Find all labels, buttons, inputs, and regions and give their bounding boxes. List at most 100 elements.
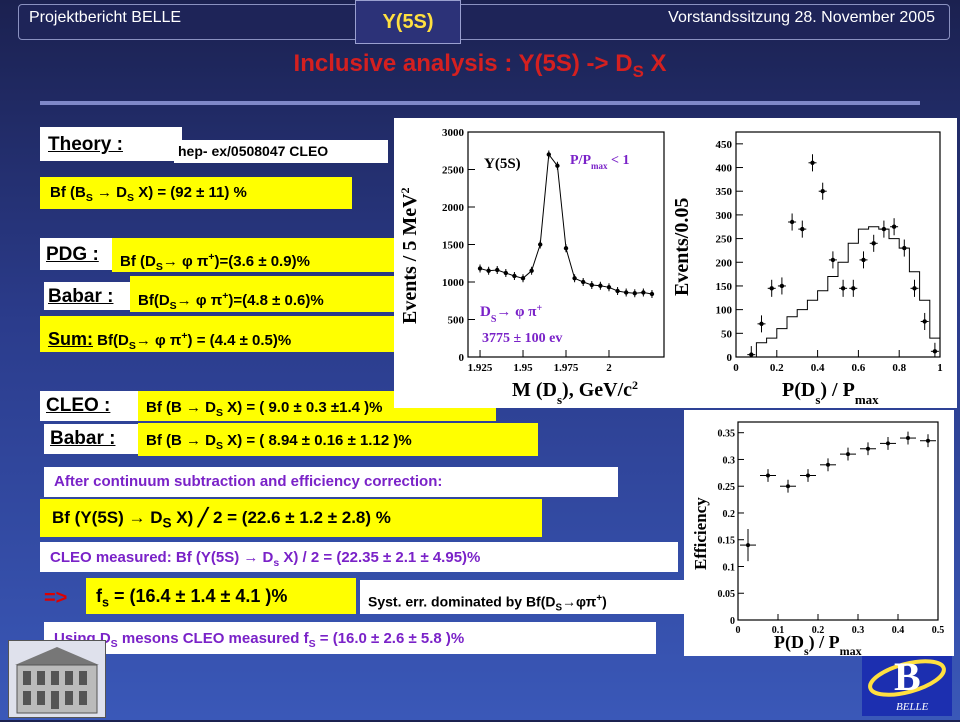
mass-xtick-label: 1.925 (468, 362, 493, 374)
efficiency-ytick-label: 0.25 (718, 482, 736, 493)
divider (40, 101, 920, 105)
fs-result: fs = (16.4 ± 1.4 ± 4.1 )% (86, 578, 356, 614)
momentum-point (851, 286, 856, 291)
mass-annotation-channel: DS→ φ π+ (480, 303, 542, 325)
momentum-xtick-label: 0 (733, 362, 739, 374)
momentum-ytick-label: 100 (716, 305, 733, 317)
efficiency-ytick-label: 0.05 (718, 589, 736, 600)
mass-and-momentum-plots: Events / 5 MeV2 M (Ds), GeV/c2 Y(5S) P/P… (398, 127, 943, 407)
mass-point (512, 273, 517, 279)
mass-ytick-label: 2000 (442, 202, 465, 214)
pdg-label: PDG : (40, 238, 124, 270)
efficiency-point (866, 446, 870, 451)
mass-ytick-label: 1500 (442, 240, 465, 252)
momentum-point (749, 352, 754, 357)
efficiency-point (926, 438, 930, 443)
mass-point (538, 242, 543, 247)
belle-logo: B BELLE (862, 644, 952, 716)
mass-point (555, 163, 560, 168)
mass-ytick-label: 1000 (442, 277, 465, 289)
mass-point (641, 290, 646, 295)
mass-xlabel: M (Ds), GeV/c2 (512, 378, 638, 407)
cleo-measured: CLEO measured: Bf (Y(5S) → Ds X) / 2 = (… (40, 542, 678, 572)
momentum-xtick-label: 0.8 (892, 362, 906, 374)
mass-point (589, 282, 594, 288)
momentum-point (912, 286, 917, 291)
syst-note: Syst. err. dominated by Bf(DS→φπ+) (360, 580, 694, 614)
mass-point (495, 267, 500, 273)
sum-bf: Sum: Bf(DS→ φ π+) = (4.4 ± 0.5)% (40, 316, 406, 352)
efficiency-ylabel: Efficiency (691, 497, 710, 570)
momentum-point (789, 219, 795, 225)
momentum-point (902, 245, 907, 251)
momentum-xtick-label: 0.6 (852, 362, 866, 374)
momentum-point (922, 319, 927, 324)
momentum-point (820, 189, 825, 194)
momentum-ytick-label: 200 (716, 257, 733, 269)
momentum-point (840, 286, 846, 291)
momentum-point (800, 226, 805, 232)
efficiency-xtick-label: 0.5 (932, 625, 945, 636)
header-bar: Projektbericht BELLE Vorstandssitzung 28… (18, 4, 950, 40)
mass-point (615, 288, 620, 294)
header-tab[interactable]: Y(5S) (355, 0, 461, 44)
efficiency-ytick-label: 0.15 (718, 536, 736, 547)
momentum-plot-frame (735, 131, 941, 358)
babar-label-2: Babar : (44, 424, 142, 454)
mass-point (477, 266, 483, 271)
momentum-point (881, 226, 887, 232)
mass-point (520, 276, 526, 281)
momentum-ytick-label: 150 (716, 281, 733, 293)
mass-xtick-label: 2 (606, 362, 612, 374)
efficiency-point (786, 484, 790, 489)
mass-point (649, 291, 655, 297)
implies-arrow: => (44, 587, 68, 609)
momentum-ytick-label: 250 (716, 234, 733, 246)
momentum-point (830, 257, 836, 263)
header-left: Projektbericht BELLE (29, 9, 182, 26)
efficiency-xtick-label: 0.2 (812, 625, 825, 636)
page-title: Inclusive analysis : Y(5S) -> DS X (293, 50, 667, 81)
momentum-ytick-label: 0 (727, 352, 733, 364)
theory-bf: Bf (BS → DS X) = (92 ± 11) % (40, 177, 352, 209)
momentum-point (891, 224, 897, 229)
mass-ylabel: Events / 5 MeV2 (398, 187, 421, 324)
momentum-point (779, 283, 785, 289)
efficiency-ytick-label: 0.35 (718, 429, 736, 440)
momentum-ytick-label: 300 (716, 210, 733, 222)
pdg-bf: Bf (DS→ φ π+)=(3.6 ± 0.9)% (112, 238, 412, 273)
efficiency-xtick-label: 0.3 (852, 625, 865, 636)
header-right: Vorstandssitzung 28. November 2005 (668, 9, 935, 26)
mass-xtick-label: 1.95 (513, 362, 533, 374)
mass-annotation-y5s: Y(5S) (484, 156, 521, 172)
momentum-xtick-label: 1 (937, 362, 943, 374)
top-plots-panel: Events / 5 MeV2 M (Ds), GeV/c2 Y(5S) P/P… (394, 118, 957, 408)
efficiency-ytick-label: 0 (730, 616, 735, 627)
efficiency-ytick-label: 0.2 (723, 509, 736, 520)
efficiency-plot-frame (737, 421, 939, 621)
mass-point (598, 283, 603, 288)
efficiency-xtick-label: 0.4 (892, 625, 905, 636)
mass-point (572, 276, 577, 281)
momentum-ytick-label: 350 (716, 186, 733, 198)
momentum-ylabel: Events/0.05 (671, 198, 693, 296)
mass-point (623, 290, 629, 295)
babar-bf-2: Bf (B → DS X) = ( 8.94 ± 0.16 ± 1.12 )% (138, 423, 538, 456)
mass-ytick-label: 2500 (442, 165, 465, 177)
using-ds-text: Using DS mesons CLEO measured fS = (16.0… (44, 622, 656, 654)
efficiency-ytick-label: 0.3 (723, 455, 736, 466)
mass-point (546, 152, 552, 157)
momentum-ytick-label: 450 (716, 139, 733, 151)
efficiency-plot: Efficiency P(Ds) / Pmax 0 0.05 0.1 0.15 0.2 0… (691, 421, 945, 658)
babar-label-1: Babar : (44, 282, 134, 310)
momentum-point (769, 286, 774, 291)
mass-xtick-label: 1.975 (554, 362, 579, 374)
momentum-xtick-label: 0.2 (770, 362, 784, 374)
efficiency-xlabel: P(Ds) / Pmax (774, 632, 862, 656)
momentum-point (871, 241, 876, 246)
efficiency-xtick-label: 0.1 (772, 625, 785, 636)
mass-point (563, 246, 569, 251)
momentum-xtick-label: 0.4 (811, 362, 825, 374)
efficiency-plot-panel: Efficiency P(Ds) / Pmax 0 0.05 0.1 0.15 0.2 0… (684, 410, 954, 658)
theory-label: Theory : (40, 127, 182, 161)
